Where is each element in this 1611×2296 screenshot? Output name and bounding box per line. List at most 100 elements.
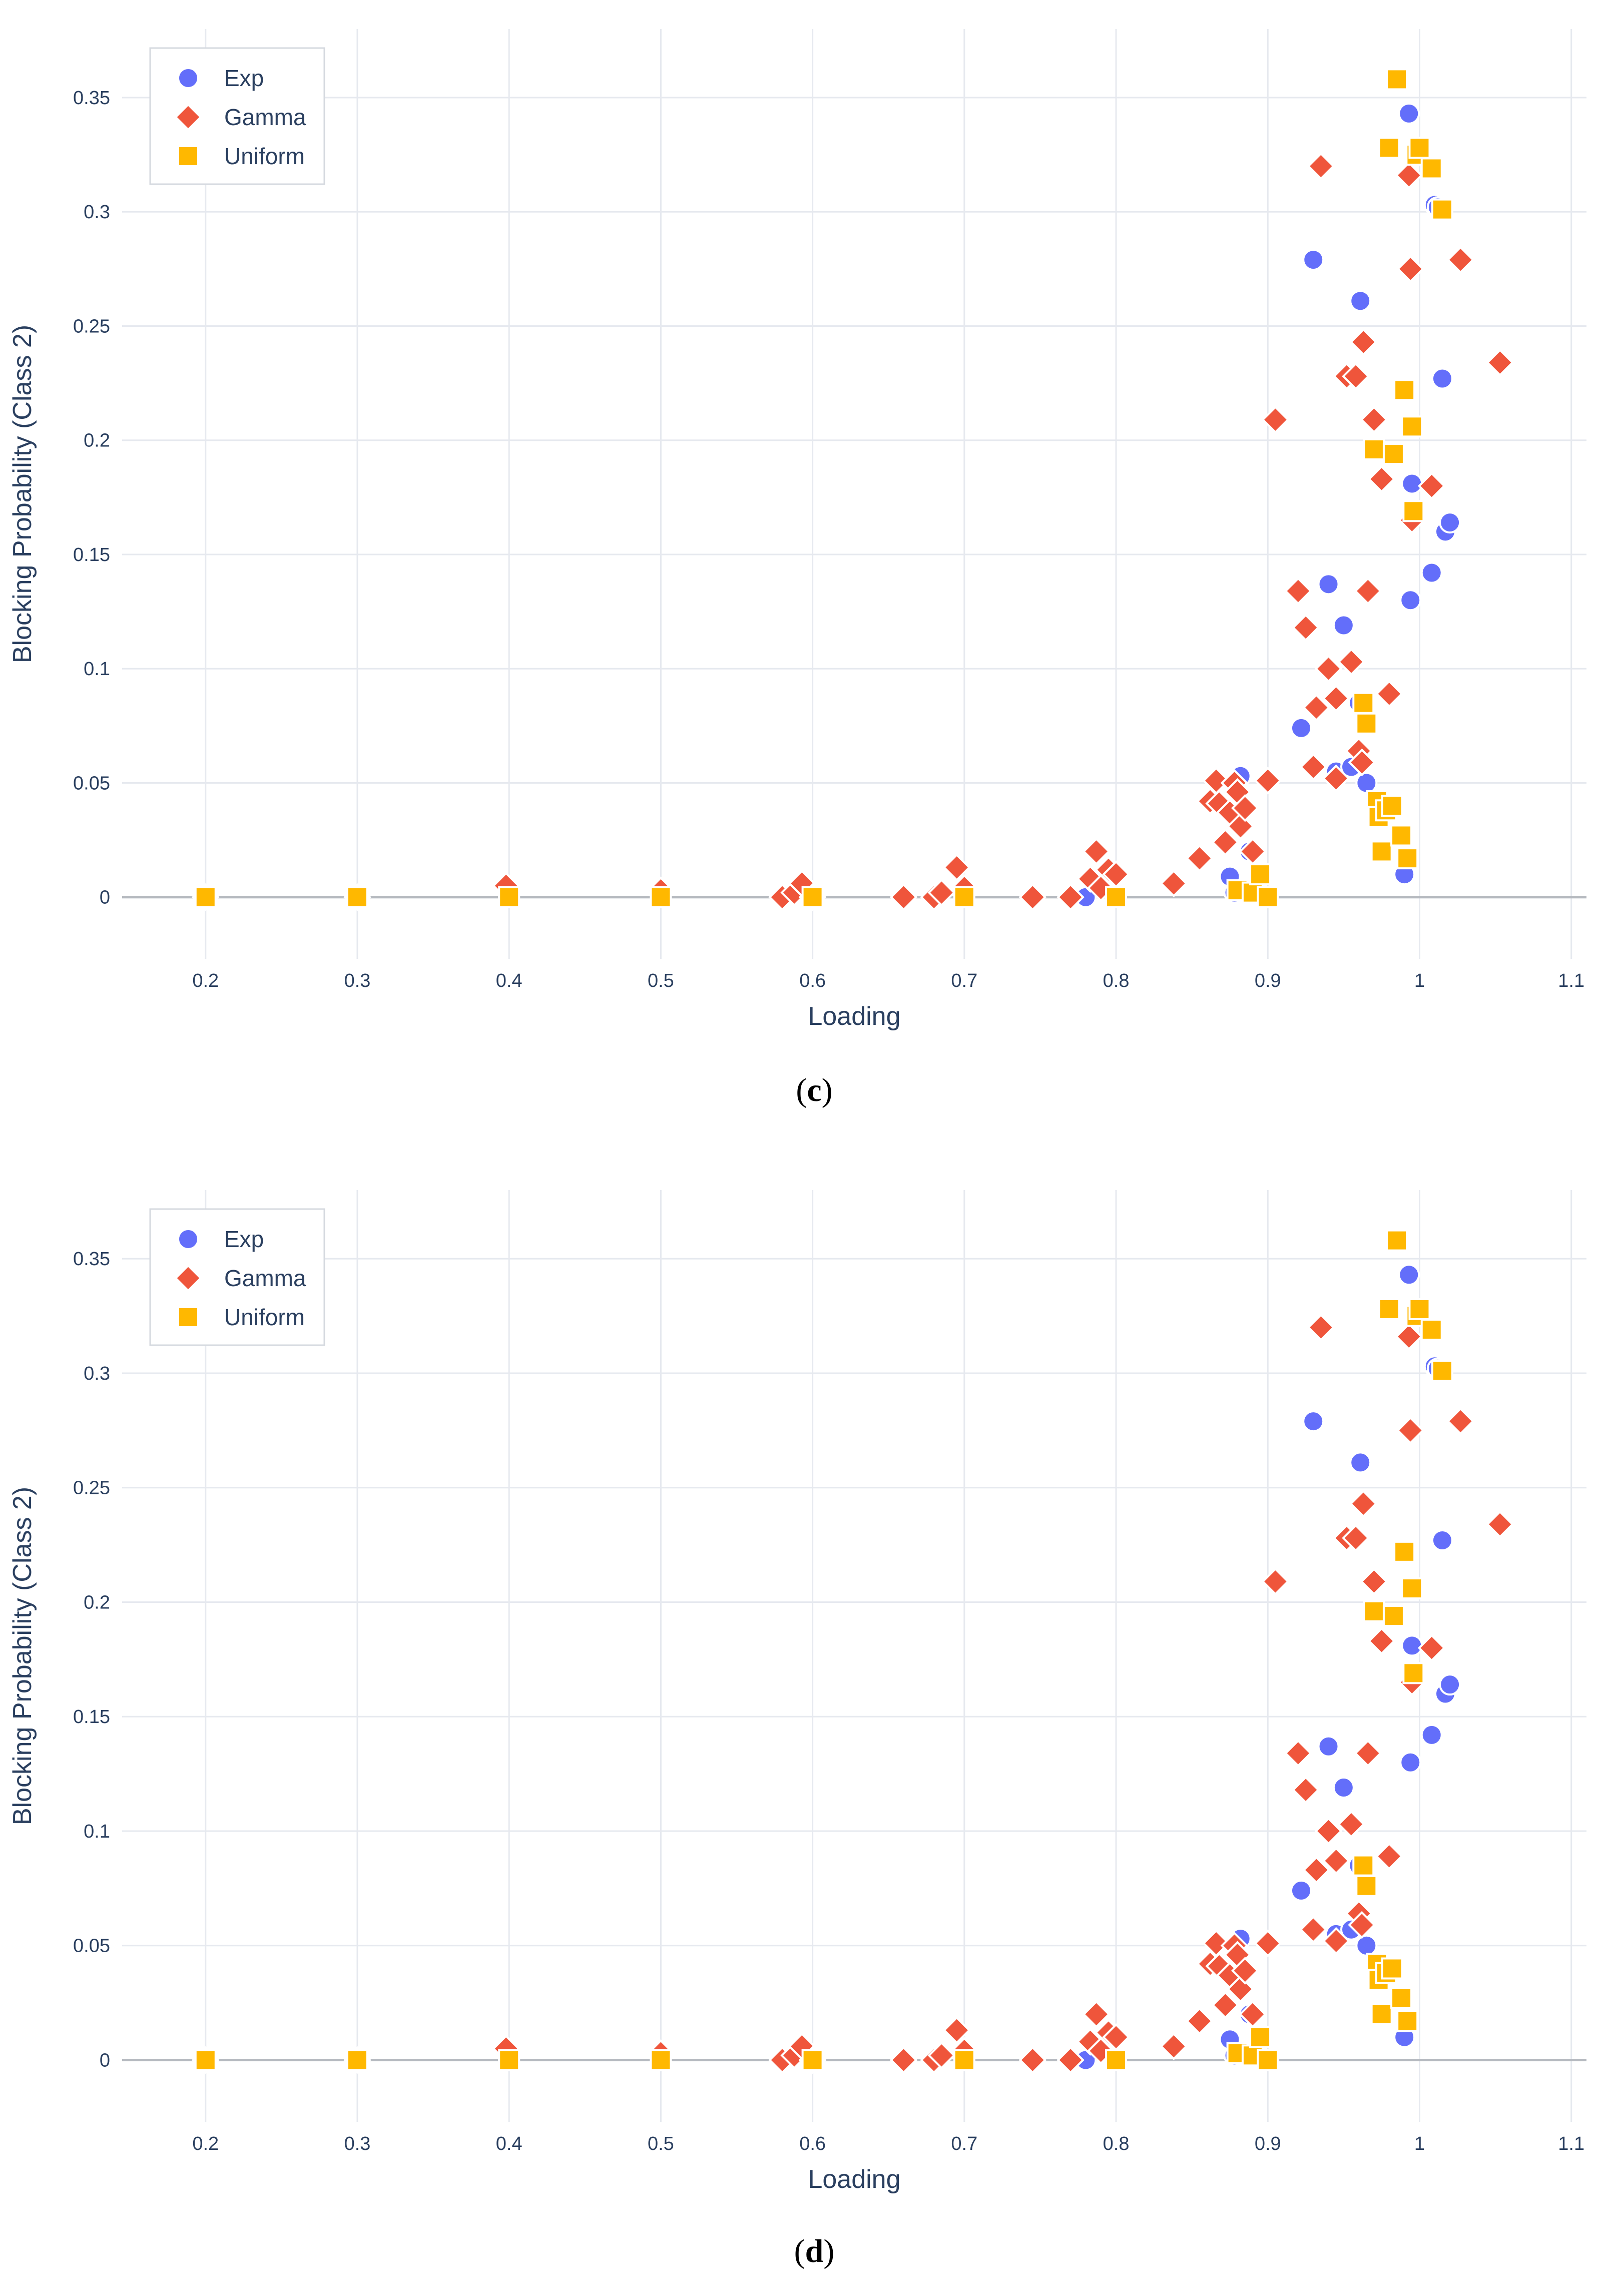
caption-open: ( — [794, 2233, 805, 2269]
legend: Exp Gamma Uniform — [149, 47, 325, 185]
exp-point — [1332, 1777, 1355, 1799]
legend-label-uniform: Uniform — [224, 1304, 305, 1330]
gamma-point — [1486, 1510, 1514, 1538]
uniform-point — [1352, 692, 1375, 714]
gamma-point — [1284, 1739, 1312, 1768]
exp-point — [1420, 1724, 1443, 1746]
exp-point — [1399, 1751, 1422, 1774]
gamma-point — [1417, 472, 1446, 500]
exp-point — [1439, 511, 1461, 534]
gamma-point — [1018, 883, 1047, 911]
x-tick-label: 0.9 — [1255, 970, 1281, 991]
gamma-point — [1211, 828, 1240, 857]
gamma-point — [1302, 694, 1331, 722]
legend-gamma-icon — [174, 103, 202, 131]
y-axis-title: Blocking Probability (Class 2) — [8, 1487, 37, 1825]
uniform-point — [1355, 712, 1378, 735]
x-tick-label: 0.5 — [648, 2133, 674, 2154]
gamma-point — [1314, 1817, 1343, 1845]
y-tick-labels: 0 0.05 0.1 0.15 0.2 0.25 0.3 0.35 — [73, 1249, 110, 2071]
uniform-point — [1105, 886, 1128, 908]
gamma-point — [1299, 753, 1328, 781]
gamma-point — [1254, 1929, 1282, 1957]
y-tick-label: 0 — [100, 2050, 110, 2071]
gamma-point — [1185, 844, 1214, 872]
x-tick-label: 0.3 — [344, 2133, 371, 2154]
caption-close: ) — [822, 1072, 833, 1108]
caption-letter: c — [807, 1072, 821, 1108]
gamma-point — [1160, 869, 1188, 898]
gamma-point — [1322, 1927, 1350, 1955]
exp-point — [1317, 1735, 1340, 1758]
uniform-point — [346, 886, 368, 908]
gamma-point — [1342, 362, 1370, 390]
uniform-point — [650, 886, 672, 908]
uniform-point — [1420, 1319, 1443, 1341]
uniform-point — [1378, 137, 1400, 159]
gamma-point — [1185, 2007, 1214, 2035]
y-tick-label: 0.1 — [84, 1821, 110, 1842]
gamma-point — [1486, 348, 1514, 377]
uniform-point — [650, 2049, 672, 2071]
x-tick-label: 0.4 — [496, 970, 522, 991]
uniform-point — [1385, 1229, 1408, 1252]
uniform-point — [953, 2049, 975, 2071]
uniform-point — [1370, 840, 1393, 863]
x-tick-label: 0.6 — [799, 2133, 826, 2154]
uniform-point — [1396, 2010, 1419, 2032]
uniform-point — [1390, 824, 1413, 847]
gamma-point — [1261, 1567, 1290, 1596]
x-tick-label: 0.5 — [648, 970, 674, 991]
uniform-point — [498, 2049, 520, 2071]
uniform-point — [1401, 415, 1423, 438]
chart-panel-d: 0.2 0.3 0.4 0.5 0.6 0.7 0.8 0.9 1 1.1 0 0.05 0.1 0.15… — [8, 1190, 1586, 2269]
series-uniform — [194, 68, 1453, 908]
uniform-point — [1385, 68, 1408, 91]
uniform-point — [1396, 847, 1419, 870]
legend-uniform-icon — [177, 145, 199, 167]
exp-point — [1399, 589, 1422, 612]
gamma-point — [1018, 2046, 1047, 2074]
legend-label-uniform: Uniform — [224, 143, 305, 169]
uniform-point — [1393, 1540, 1416, 1563]
uniform-point — [1382, 1604, 1405, 1627]
uniform-point — [498, 886, 520, 908]
exp-point — [1290, 717, 1312, 739]
uniform-point — [1402, 1662, 1425, 1684]
gamma-point — [1337, 648, 1365, 676]
gamma-point — [1396, 255, 1425, 283]
exp-point — [1398, 102, 1420, 125]
exp-point — [1349, 1451, 1372, 1474]
gamma-point — [1337, 1810, 1365, 1839]
y-tick-labels: 0 0.05 0.1 0.15 0.2 0.25 0.3 0.35 — [73, 88, 110, 908]
uniform-point — [1370, 2003, 1393, 2025]
uniform-point — [1408, 137, 1431, 159]
gamma-point — [1354, 1739, 1382, 1768]
exp-point — [1420, 561, 1443, 584]
gamma-point — [1211, 1991, 1240, 2019]
uniform-point — [1408, 1298, 1431, 1320]
gamma-point — [1231, 794, 1259, 822]
gamma-point — [1254, 767, 1282, 795]
caption-letter: d — [805, 2233, 824, 2269]
gamma-point — [1396, 1416, 1425, 1445]
gamma-point — [1082, 2000, 1111, 2028]
legend-label-gamma: Gamma — [224, 104, 306, 130]
uniform-point — [194, 2049, 217, 2071]
y-tick-label: 0.05 — [73, 1936, 110, 1957]
uniform-point — [194, 886, 217, 908]
uniform-point — [1402, 500, 1425, 522]
gamma-point — [1342, 1524, 1370, 1552]
gamma-point — [1322, 684, 1350, 713]
panel-caption: (c) — [796, 1072, 832, 1108]
x-tick-label: 0.7 — [951, 970, 977, 991]
uniform-point — [1381, 795, 1403, 817]
gamma-point — [1354, 577, 1382, 605]
gamma-point — [1322, 764, 1350, 793]
gamma-point — [1056, 2046, 1085, 2074]
gamma-point — [1302, 1856, 1331, 1884]
gamma-point — [1446, 1407, 1475, 1435]
exp-point — [1302, 1410, 1325, 1433]
chart-panel-c: 0.2 0.3 0.4 0.5 0.6 0.7 0.8 0.9 1 1.1 0 0.05 0.1 0.15… — [8, 29, 1586, 1108]
x-tick-label: 0.8 — [1103, 2133, 1130, 2154]
